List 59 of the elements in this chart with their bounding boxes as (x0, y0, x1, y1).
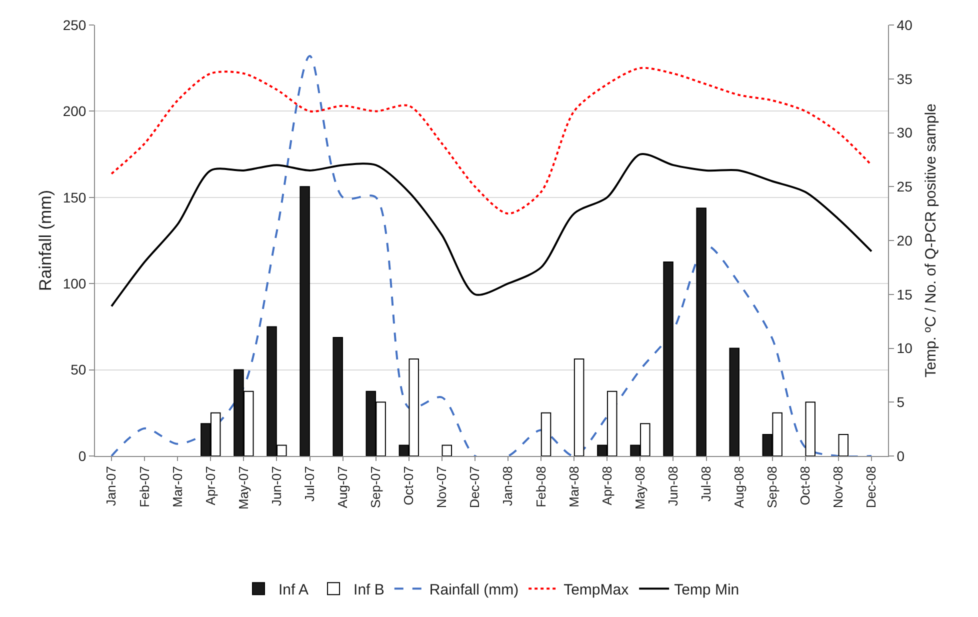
x-tick-label: Dec-08 (864, 466, 879, 508)
y2-tick-label: 5 (896, 394, 905, 410)
x-tick-label: Dec-07 (467, 466, 482, 508)
y2-tick-label: 25 (896, 178, 913, 195)
x-tick-label: Mar-08 (566, 466, 582, 508)
x-tick-label: Jan-08 (500, 466, 516, 506)
bar (442, 444, 452, 456)
x-tick-label: Oct-08 (798, 466, 813, 506)
bar (696, 208, 706, 456)
line-series (110, 55, 872, 456)
x-tick-label: Feb-07 (136, 466, 152, 508)
x-tick-label: May-07 (236, 466, 251, 510)
bar (729, 348, 740, 456)
y2-tick-label: 35 (896, 70, 913, 87)
legend-label: Inf A (278, 581, 309, 598)
x-tick-label: Nov-07 (434, 466, 450, 508)
x-tick-label: Feb-08 (533, 466, 548, 508)
bar (838, 434, 849, 456)
x-tick-label: Aug-08 (732, 466, 747, 508)
x-tick-label: Jun-08 (665, 466, 680, 506)
legend-label: Rainfall (mm) (429, 581, 519, 598)
y-tick-label: 100 (62, 276, 86, 292)
bar (300, 186, 310, 456)
x-tick-label: Jul-08 (698, 466, 714, 502)
bar (540, 412, 552, 456)
x-tick-label: Mar-07 (170, 466, 185, 508)
x-tick-label: Aug-07 (335, 466, 350, 508)
bar (574, 358, 584, 456)
x-tick-label: Jun-07 (268, 466, 284, 506)
legend-label: TempMax (564, 581, 630, 598)
legend-label: Temp Min (674, 581, 740, 598)
x-tick-label: Jan-07 (104, 466, 119, 506)
y2-tick-label: 0 (896, 448, 905, 464)
x-tick-label: May-08 (632, 466, 648, 510)
line-series (110, 153, 872, 308)
bar (332, 336, 343, 456)
y-tick-label: 50 (70, 362, 86, 378)
y2-axis-title: Temp. ºC / No. of Q-PCR positive sample (922, 104, 940, 378)
y2-tick-label: 30 (896, 124, 913, 141)
line-series (110, 66, 872, 215)
x-tick-label: Apr-08 (599, 466, 614, 506)
bar (663, 262, 674, 456)
x-tick-label: Sep-07 (368, 466, 384, 508)
x-tick-label: Oct-07 (401, 466, 416, 506)
x-tick-label: Nov-08 (830, 466, 846, 508)
y-tick-label: 150 (62, 189, 86, 206)
y-axis-title: Rainfall (mm) (36, 190, 55, 292)
y2-tick-label: 10 (896, 340, 913, 356)
y2-tick-label: 20 (896, 232, 913, 248)
y-tick-label: 250 (62, 16, 86, 33)
y2-tick-label: 15 (896, 286, 913, 302)
x-tick-label: Apr-07 (202, 466, 218, 506)
y-tick-label: 200 (62, 103, 86, 120)
legend-label: Inf B (354, 581, 384, 598)
y2-tick-label: 40 (896, 16, 913, 33)
bar (805, 402, 816, 456)
y-tick-label: 0 (78, 448, 86, 464)
x-tick-label: Jul-07 (302, 466, 317, 502)
x-tick-label: Sep-08 (764, 466, 780, 508)
